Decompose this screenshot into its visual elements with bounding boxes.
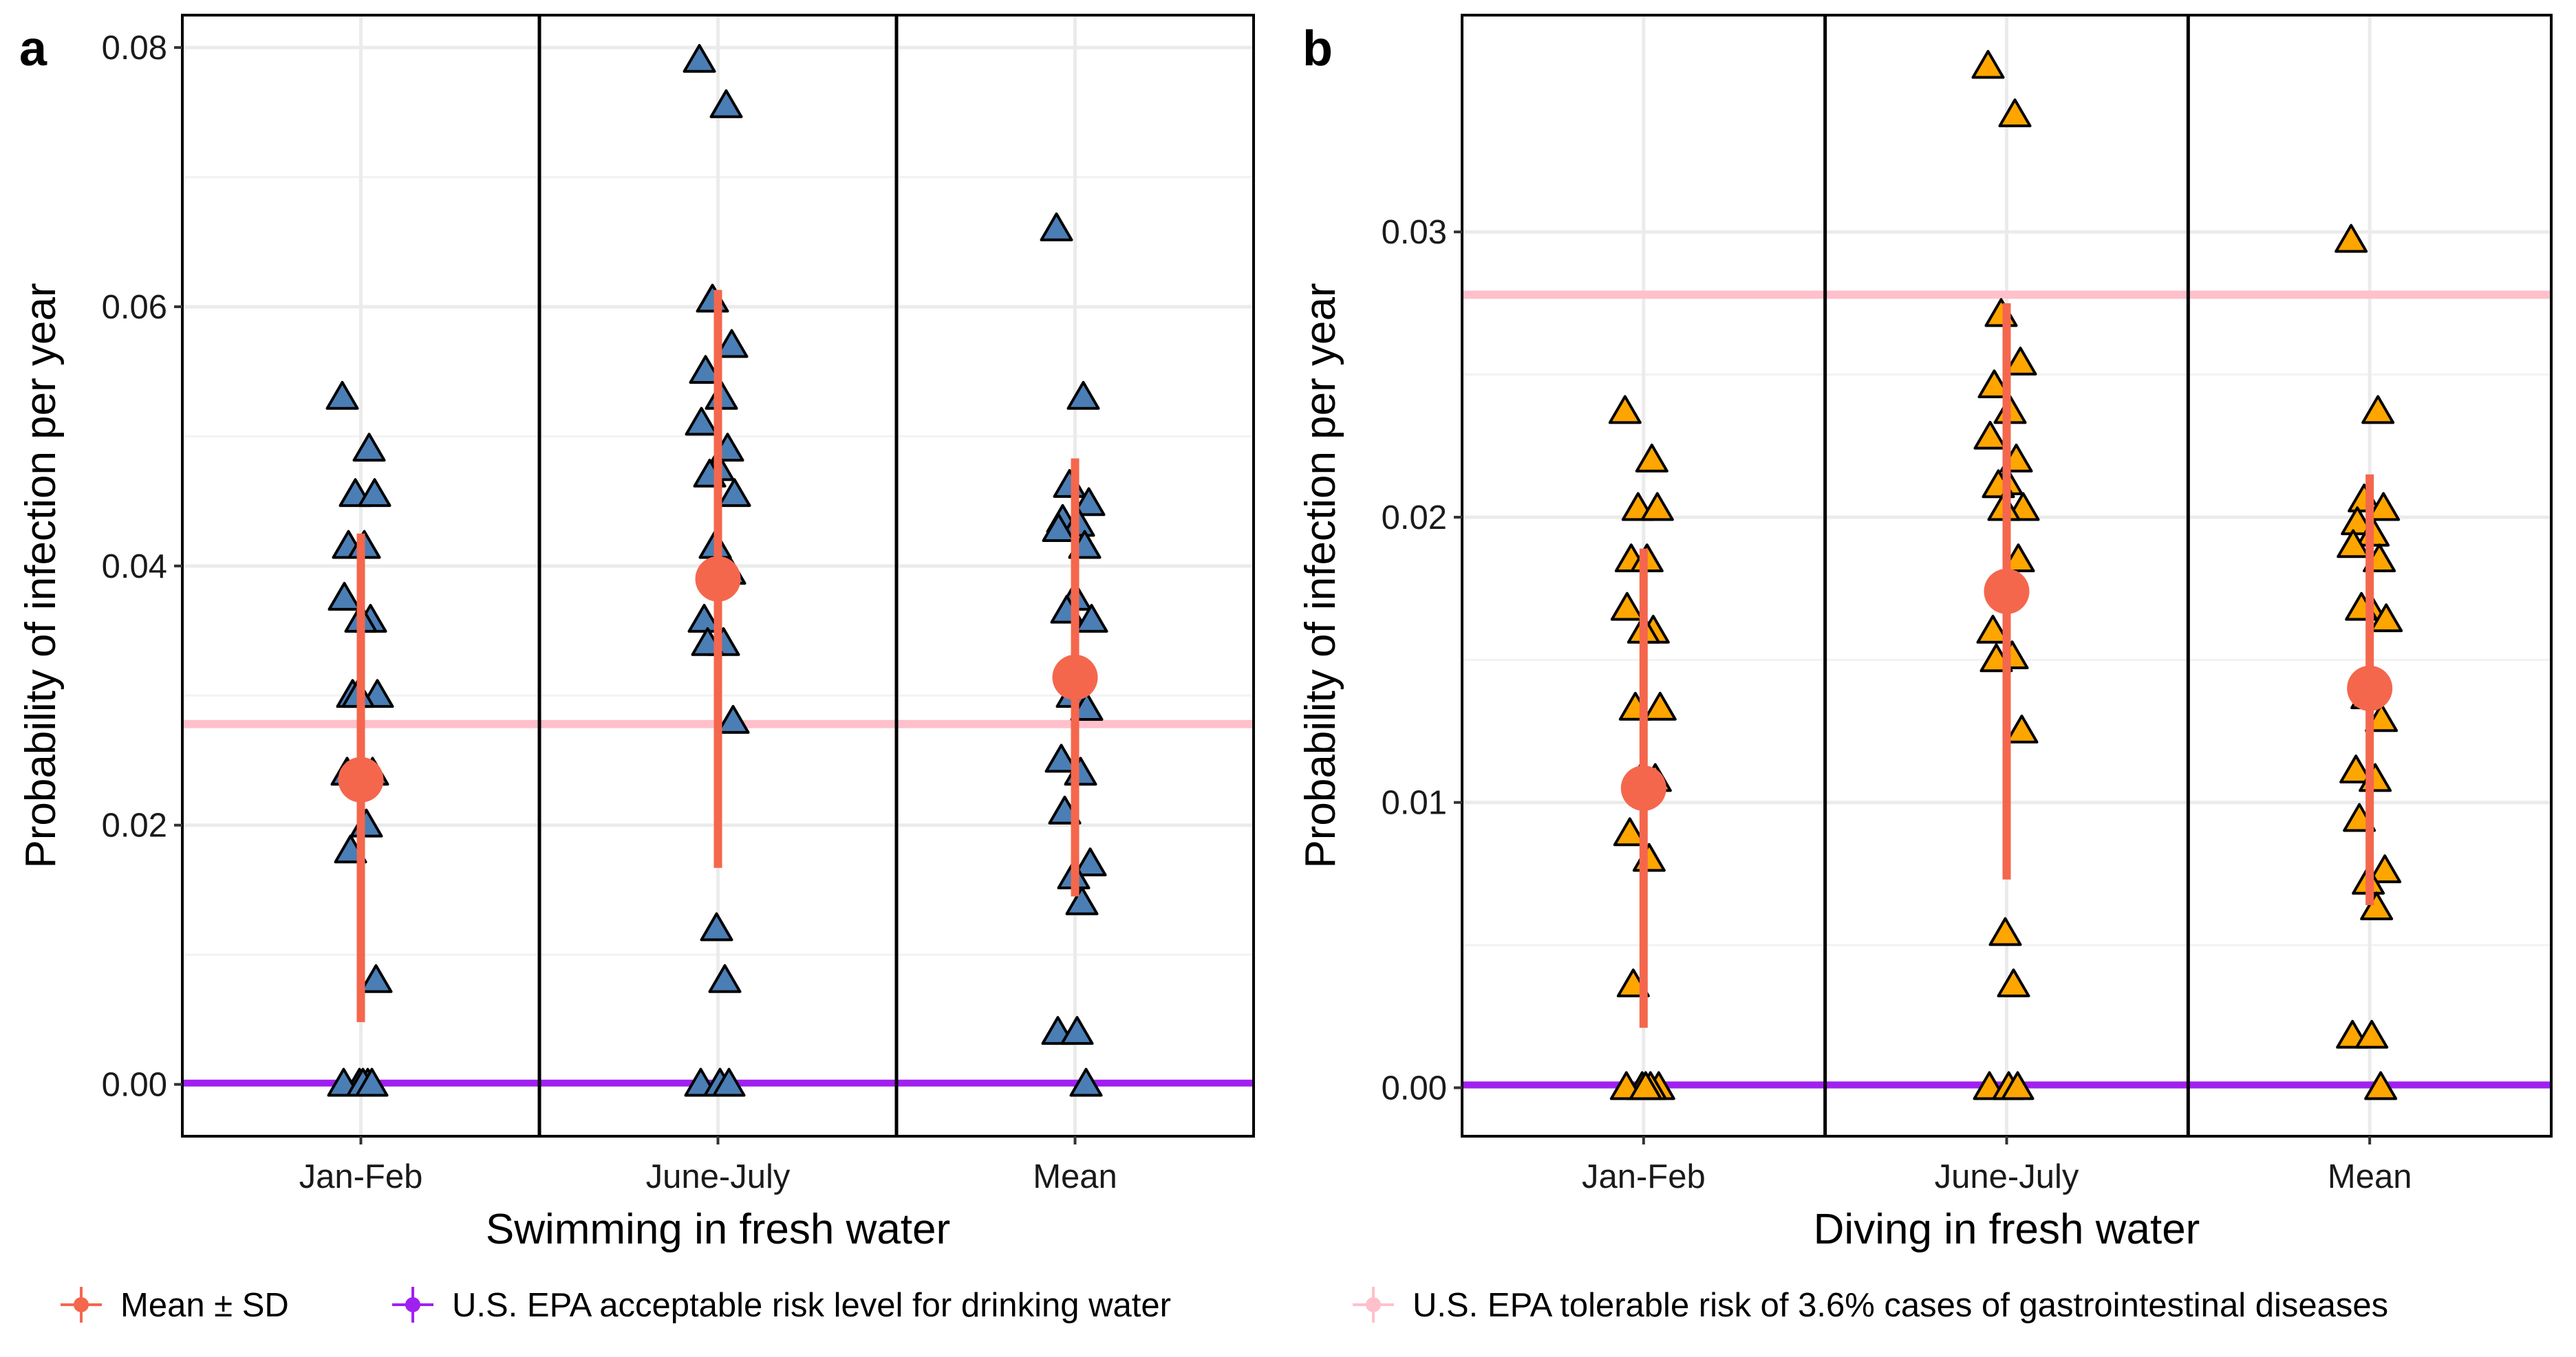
legend-label: U.S. EPA acceptable risk level for drink… — [452, 1287, 1171, 1324]
legend-key-point — [1366, 1297, 1381, 1312]
panel-label: b — [1302, 21, 1333, 76]
data-point-triangle — [718, 478, 751, 508]
data-point-triangle — [716, 704, 750, 734]
data-point-triangle — [1060, 1016, 1094, 1045]
data-point-triangle — [352, 433, 386, 462]
data-point-triangle — [1075, 604, 1108, 633]
data-point-triangle — [709, 89, 743, 118]
x-tick-label: June-July — [646, 1158, 791, 1195]
data-point-triangle — [1073, 847, 1107, 877]
y-tick-label: 0.02 — [1382, 499, 1447, 536]
data-point-triangle — [1640, 492, 1674, 521]
data-point-triangle — [1040, 212, 1073, 241]
legend-label: Mean ± SD — [120, 1287, 289, 1324]
data-point-triangle — [685, 406, 718, 436]
data-point-triangle — [1643, 691, 1677, 721]
data-point-triangle — [715, 329, 749, 358]
data-point-triangle — [359, 964, 393, 993]
x-axis-title: Diving in fresh water — [1814, 1206, 2200, 1253]
x-tick-label: Mean — [1033, 1158, 1117, 1195]
data-point-triangle — [1613, 817, 1646, 847]
data-point-triangle — [1608, 395, 1642, 424]
y-tick-label: 0.02 — [102, 807, 167, 845]
data-point-triangle — [2334, 224, 2368, 253]
data-point-triangle — [358, 478, 391, 508]
mean-point — [2347, 665, 2393, 711]
data-point-triangle — [1635, 444, 1668, 473]
data-point-triangle — [2001, 1071, 2035, 1100]
data-point-triangle — [1610, 591, 1644, 621]
data-point-triangle — [325, 380, 359, 410]
panel-diving: 0.00 0.01 0.02 0.03 Jan-Feb June-July Mean Divi… — [1297, 14, 2553, 1253]
mean-point — [695, 556, 741, 602]
panel-label: a — [19, 21, 47, 76]
x-tick-label: Jan-Feb — [299, 1158, 423, 1195]
data-point-triangle — [2367, 492, 2401, 521]
x-tick-label: Jan-Feb — [1582, 1158, 1706, 1195]
data-point-triangle — [2337, 529, 2370, 558]
data-point-triangle — [708, 964, 742, 993]
data-point-triangle — [2355, 1019, 2389, 1049]
y-tick-label: 0.00 — [102, 1067, 167, 1104]
data-point-triangle — [683, 43, 716, 73]
y-tick-label: 0.01 — [1382, 785, 1447, 822]
data-point-triangle — [1072, 487, 1106, 517]
data-point-triangle — [1044, 743, 1078, 773]
x-tick-label: Mean — [2328, 1158, 2412, 1195]
data-point-triangle — [700, 912, 733, 942]
data-point-triangle — [1988, 917, 2022, 946]
x-axis-title: Swimming in fresh water — [486, 1206, 950, 1253]
data-point-triangle — [2365, 703, 2398, 732]
y-tick-label: 0.06 — [102, 289, 167, 326]
data-point-triangle — [1042, 513, 1075, 542]
data-point-triangle — [1629, 1071, 1662, 1100]
data-point-triangle — [1069, 1067, 1103, 1097]
mean-point — [1052, 654, 1098, 700]
data-point-triangle — [1998, 98, 2032, 128]
y-axis-title: Probability of infection per year — [1297, 283, 1344, 868]
x-tick-label: June-July — [1935, 1158, 2079, 1195]
panel-swimming: 0.00 0.02 0.04 0.06 0.08 Jan-Feb June-July Mean… — [17, 14, 1255, 1253]
data-point-triangle — [355, 1067, 389, 1097]
data-point-triangle — [2370, 603, 2403, 633]
data-point-triangle — [328, 581, 361, 611]
legend-key-point — [405, 1297, 420, 1312]
mean-point — [1620, 765, 1666, 811]
legend-key-point — [74, 1297, 89, 1312]
y-tick-label: 0.04 — [102, 548, 167, 585]
data-point-triangle — [2004, 347, 2037, 376]
data-point-triangle — [2364, 1071, 2398, 1100]
legend-label: U.S. EPA tolerable risk of 3.6% cases of… — [1413, 1287, 2388, 1324]
data-point-triangle — [2361, 395, 2395, 424]
data-point-triangle — [2341, 506, 2374, 536]
data-point-triangle — [1065, 886, 1099, 915]
data-point-triangle — [712, 1067, 746, 1097]
mean-point — [338, 757, 384, 803]
mean-point — [1984, 568, 2030, 614]
data-point-triangle — [1066, 380, 1100, 410]
y-axis-title: Probability of infection per year — [17, 283, 65, 868]
data-point-triangle — [689, 355, 722, 384]
legend: Mean ± SD U.S. EPA acceptable risk level … — [61, 1287, 2388, 1324]
data-point-triangle — [1976, 614, 2010, 644]
data-point-triangle — [1977, 369, 2011, 399]
data-point-triangle — [2339, 755, 2373, 783]
y-tick-label: 0.03 — [1382, 214, 1447, 251]
data-point-triangle — [1971, 50, 2005, 79]
data-point-triangle — [1997, 968, 2030, 998]
y-tick-label: 0.08 — [102, 30, 167, 67]
y-tick-label: 0.00 — [1382, 1070, 1447, 1107]
data-point-triangle — [2005, 715, 2039, 743]
data-point-triangle — [1973, 420, 2007, 450]
data-point-triangle — [687, 604, 721, 633]
data-point-triangle — [2360, 891, 2394, 921]
data-point-triangle — [2368, 854, 2402, 884]
